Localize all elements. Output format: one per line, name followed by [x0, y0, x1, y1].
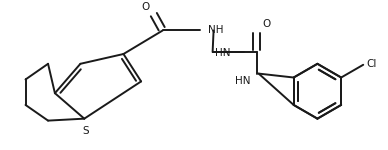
Text: O: O — [263, 19, 271, 28]
Text: HN: HN — [235, 76, 251, 85]
Text: S: S — [82, 126, 88, 136]
Text: HN: HN — [215, 48, 230, 58]
Text: O: O — [141, 2, 149, 12]
Text: NH: NH — [208, 26, 223, 36]
Text: Cl: Cl — [366, 59, 376, 69]
